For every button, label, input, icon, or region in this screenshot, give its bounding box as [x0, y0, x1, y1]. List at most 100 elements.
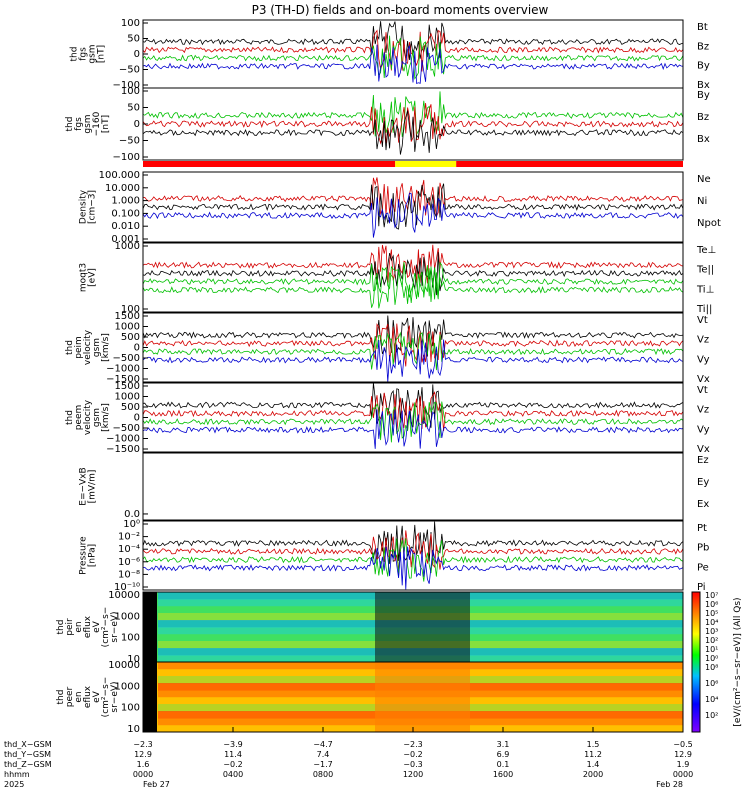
y-tick-label: 10000	[108, 590, 140, 601]
series-Bz	[143, 102, 683, 145]
legend-Ey: Ey	[697, 477, 709, 488]
y-axis-label: gsm	[88, 44, 98, 63]
y-axis-label: −160	[92, 111, 102, 136]
legend-By: By	[697, 90, 710, 101]
y-axis-label: thd	[65, 340, 75, 355]
y-axis-label: Density	[79, 189, 89, 224]
series-Vx	[143, 409, 683, 449]
x-row-value: 1.6	[137, 760, 150, 769]
y-axis-label: eflux	[83, 685, 93, 708]
legend-Vz: Vz	[697, 335, 709, 346]
y-axis-label: eV	[92, 690, 102, 703]
y-axis-label: velocity	[83, 329, 93, 365]
legend-Bx: Bx	[697, 134, 710, 145]
series-Bx	[143, 110, 683, 155]
y-axis-label: sr−eV)	[110, 681, 120, 712]
legend-Ne: Ne	[697, 174, 711, 185]
mode-bar	[143, 161, 683, 167]
x-row-value: −0.5	[673, 740, 692, 749]
y-tick-label: 0	[134, 413, 140, 424]
y-tick-label: 1.000	[111, 196, 140, 207]
x-row-value: 6.9	[497, 750, 510, 759]
legend-Pi: Pi	[697, 582, 706, 593]
y-axis-label: gsm	[92, 408, 102, 427]
y-tick-label: 100	[121, 633, 140, 644]
series-Vt	[143, 383, 683, 428]
series-Te||	[143, 252, 683, 296]
y-axis-label: thd	[56, 620, 66, 635]
mode-bar-segment	[143, 161, 396, 167]
series-By	[143, 91, 683, 137]
y-tick-label: 10.000	[105, 183, 140, 194]
y-axis-label: peer	[65, 686, 75, 707]
x-row-name: thd_Z−GSM	[4, 760, 52, 769]
colorbar-tick: 10¹	[705, 645, 718, 654]
legend-Bz: Bz	[697, 112, 709, 123]
y-axis-label: en	[74, 621, 84, 632]
y-tick-label: −50	[119, 65, 140, 76]
mode-bar-segment	[456, 161, 683, 167]
y-tick-label: 500	[121, 402, 140, 413]
y-tick-label: 1000	[115, 392, 140, 403]
y-tick-label: −1500	[106, 374, 140, 385]
spectrogram-gap	[143, 662, 157, 732]
y-axis-label: Pressure	[79, 536, 89, 575]
x-row-value: 0000	[673, 770, 693, 779]
x-axis-labels: thd_X−GSM −2.3 −3.9 −4.7 −2.3 3.1 1.5 −0.5 thd_Y…	[4, 727, 693, 789]
x-row-value: 0400	[223, 770, 243, 779]
x-row-value: 0.1	[497, 760, 510, 769]
y-tick-label: 10⁻⁸	[118, 569, 140, 580]
colorbar-tick: 10⁵	[705, 609, 718, 618]
legend-Ti||: Ti||	[696, 304, 712, 315]
y-tick-label: 10	[127, 654, 140, 665]
x-row-value: −3.9	[223, 740, 242, 749]
spectrogram-event	[375, 592, 470, 662]
legend-Ni: Ni	[697, 196, 707, 207]
legend-Bz: Bz	[697, 41, 709, 52]
panel-fgs_dsl: 100 50 0 −50 −100 thd fgs gsm −160 [nT] By Bz Bx	[65, 86, 710, 163]
y-tick-label: 10⁻²	[118, 532, 140, 543]
y-axis-label: [eV]	[88, 268, 98, 287]
spectrogram-event	[375, 662, 470, 732]
y-tick-label: 0	[134, 343, 140, 354]
legend-Te⊥: Te⊥	[696, 245, 716, 256]
y-axis-label: fgs	[74, 117, 84, 131]
y-tick-label: 10⁻⁶	[118, 557, 140, 568]
legend-Te||: Te||	[696, 265, 714, 276]
panel-peer: 10000 1000 100 10 thd peer en eflux eV (cm²−s− sr−…	[56, 660, 684, 735]
y-tick-label: 0	[134, 119, 140, 130]
x-row-value: 3.1	[497, 740, 510, 749]
series-Pb	[143, 530, 683, 571]
y-tick-label: 1000	[115, 322, 140, 333]
panel-efield: 0.0 E=−VxB [mV/m] Ez Ey Ex	[79, 452, 709, 521]
series-Vz	[143, 323, 683, 367]
panel-frame	[142, 242, 684, 313]
y-tick-label: 50	[127, 103, 140, 114]
y-tick-label: 100	[121, 86, 140, 97]
y-axis-label: (cm²−s−	[101, 677, 111, 718]
series-Ni	[143, 183, 683, 230]
y-tick-label: 100.000	[99, 170, 140, 181]
legend-Ex: Ex	[697, 499, 709, 510]
panel-frame	[142, 520, 684, 591]
panel-peir: 10000 1000 100 10 thd peir en eflux eV (cm²−s− sr−…	[56, 590, 684, 665]
series-Ti||	[143, 268, 683, 309]
y-tick-label: 1000	[115, 611, 140, 622]
y-axis-label: gsm	[83, 114, 93, 133]
legend-Vt: Vt	[697, 385, 708, 396]
series-Vt	[143, 315, 683, 357]
y-axis-label: moqt3	[79, 263, 89, 292]
legend-Pb: Pb	[697, 543, 709, 554]
legend-Vx: Vx	[697, 444, 710, 455]
x-row-value: −0.3	[403, 760, 422, 769]
x-row-value: 11.2	[584, 750, 602, 759]
y-tick-label: −100	[113, 152, 140, 163]
y-axis-label: peir	[65, 618, 75, 636]
x-row-value: −2.3	[403, 740, 422, 749]
panel-frame	[142, 171, 684, 243]
colorbar-scale	[691, 591, 701, 733]
x-row-value: 1.5	[587, 740, 600, 749]
